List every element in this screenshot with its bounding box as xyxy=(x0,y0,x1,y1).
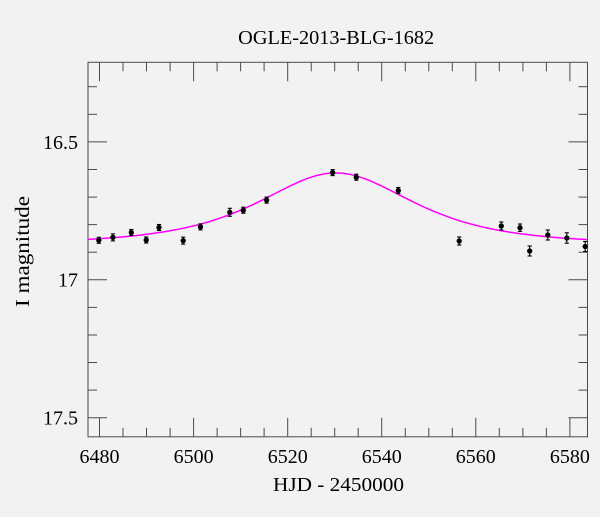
svg-text:HJD - 2450000: HJD - 2450000 xyxy=(273,474,404,496)
svg-text:16.5: 16.5 xyxy=(43,132,78,154)
svg-text:6540: 6540 xyxy=(362,446,402,468)
svg-text:6560: 6560 xyxy=(456,446,496,468)
svg-text:17.5: 17.5 xyxy=(43,408,78,430)
svg-text:6580: 6580 xyxy=(550,446,590,468)
svg-text:6480: 6480 xyxy=(80,446,120,468)
svg-text:I magnitude: I magnitude xyxy=(12,196,34,307)
svg-text:6520: 6520 xyxy=(268,446,308,468)
svg-text:17: 17 xyxy=(58,270,78,292)
svg-text:6500: 6500 xyxy=(174,446,214,468)
svg-text:OGLE-2013-BLG-1682: OGLE-2013-BLG-1682 xyxy=(238,27,434,49)
